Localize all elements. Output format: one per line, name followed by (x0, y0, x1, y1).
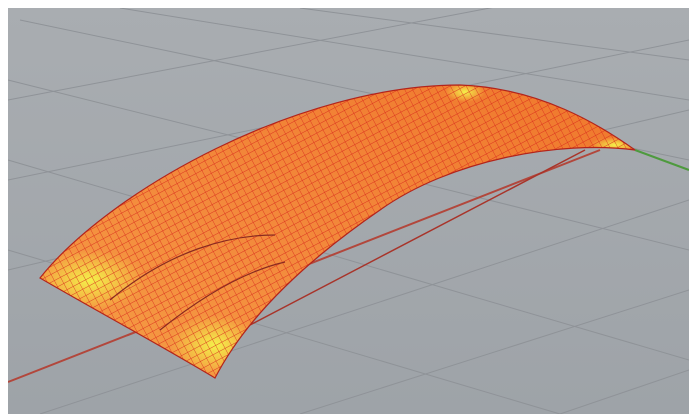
viewport (0, 0, 689, 414)
page (0, 0, 689, 414)
frame-top (0, 0, 689, 8)
frame-left (0, 0, 8, 414)
